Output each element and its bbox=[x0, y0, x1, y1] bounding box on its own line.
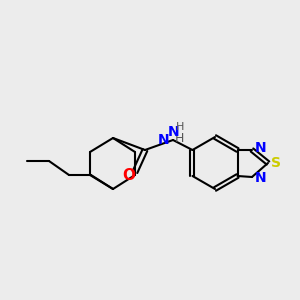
Text: S: S bbox=[271, 156, 281, 170]
Text: O: O bbox=[122, 167, 136, 182]
Text: H: H bbox=[175, 131, 184, 145]
Text: N: N bbox=[255, 171, 267, 185]
Text: H: H bbox=[176, 122, 184, 132]
Text: N: N bbox=[168, 125, 180, 139]
Text: N: N bbox=[158, 133, 169, 147]
Text: N: N bbox=[255, 141, 267, 155]
